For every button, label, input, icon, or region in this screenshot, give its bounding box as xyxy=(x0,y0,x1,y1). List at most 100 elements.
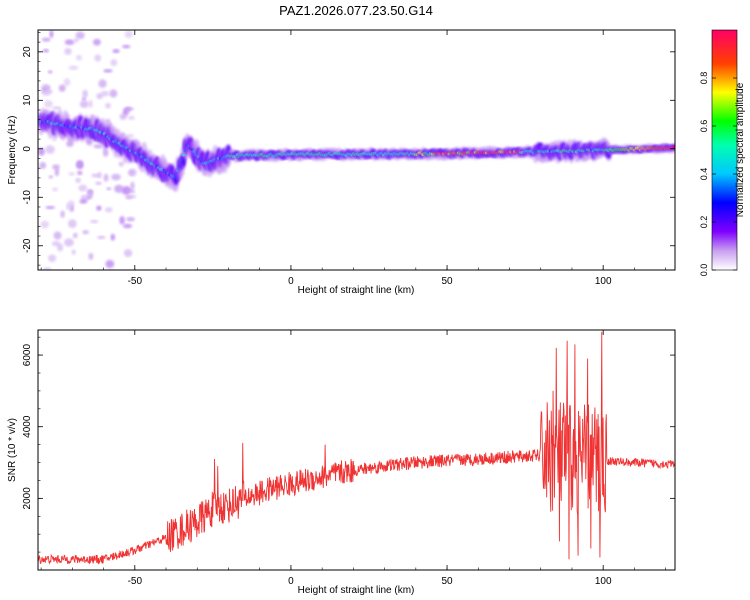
spectrogram-noise-cell xyxy=(103,69,113,73)
spectrogram-noise-cell xyxy=(53,231,62,240)
snr-ticks: -50 0 50 100 2000 4000 6000 xyxy=(22,330,675,587)
spectrogram-noise-cell xyxy=(64,39,75,46)
spectrogram-noise-cell xyxy=(90,219,99,224)
spectrogram-ticks: -50 0 50 100 -20 -10 0 10 20 xyxy=(22,30,675,287)
spectrogram-noise-cell xyxy=(97,171,102,179)
spectrogram-noise-cell xyxy=(94,54,102,62)
spectrogram-panel: -50 0 50 100 -20 -10 0 10 20 Height of straight … xyxy=(7,29,676,296)
spectrogram-noise-cell xyxy=(75,54,83,61)
spectrogram-noise-cell xyxy=(45,145,55,154)
spectrogram-noise-cell xyxy=(39,161,47,170)
spectrogram-noise-cell xyxy=(127,115,135,121)
y-tick-label: 0 xyxy=(22,146,33,152)
spectrogram-noise-cell xyxy=(118,161,124,167)
spectrogram-noise-cell xyxy=(127,169,134,176)
spectrogram-noise-cell xyxy=(38,147,45,156)
y-tick-label: 6000 xyxy=(22,344,33,367)
spectrogram-noise-cell xyxy=(58,84,66,92)
spectrogram-noise-cell xyxy=(106,187,112,191)
snr-frame xyxy=(37,329,676,571)
y-tick-label: -10 xyxy=(22,190,33,205)
spectrogram-noise-cell xyxy=(97,235,106,240)
spectrogram-noise-cell xyxy=(78,184,88,192)
spectrogram-noise-cell xyxy=(76,170,83,176)
snr-series-line xyxy=(38,331,675,565)
spectrogram-noise-cell xyxy=(71,249,76,255)
snr-panel: -50 0 50 100 2000 4000 6000 Height of straight… xyxy=(7,329,676,596)
spectrogram-noise-cell xyxy=(98,79,107,88)
spectrogram-noise-cell xyxy=(128,194,137,199)
spectrogram-noise-cell xyxy=(114,184,124,194)
spectrogram-ylabel: Frequency (Hz) xyxy=(7,116,18,185)
spectrogram-noise-cell xyxy=(43,267,52,270)
spectrogram-noise-cell xyxy=(48,70,53,74)
spectrogram-noise-cell xyxy=(79,100,89,108)
spectrogram-noise-cell xyxy=(63,238,74,247)
spectrogram-noise-cell xyxy=(82,89,88,99)
spectrogram-noise-cell xyxy=(87,189,94,198)
spectrogram-noise-cell xyxy=(41,37,51,42)
spectrogram-core-cell xyxy=(672,145,675,149)
spectrogram-noise-cell xyxy=(124,30,133,39)
spectrogram-noise-cell xyxy=(48,175,54,179)
spectrogram-noise-cell xyxy=(103,173,109,182)
spectrogram-noise-cell xyxy=(130,189,136,194)
x-tick-label: 50 xyxy=(441,276,453,287)
spectrogram-noise-cell xyxy=(76,160,84,169)
spectrogram-noise-cell xyxy=(54,167,60,177)
spectrogram-noise-cell xyxy=(82,230,89,235)
spectrogram-noise-cell xyxy=(110,59,118,67)
x-tick-label: 50 xyxy=(441,576,453,587)
spectrogram-noise-cell xyxy=(124,107,134,111)
spectrogram-noise-cell xyxy=(105,102,111,109)
spectrogram-noise-cell xyxy=(126,216,136,222)
spectrogram-noise-cell xyxy=(96,92,103,100)
x-tick-label: 100 xyxy=(595,576,612,587)
spectrogram-noise-cell xyxy=(63,78,71,87)
spectrogram-noise-cell xyxy=(66,202,71,211)
x-tick-label: 100 xyxy=(595,276,612,287)
spectrogram-noise-cell xyxy=(119,216,125,225)
spectrogram-noise-cell xyxy=(68,172,75,176)
colorbar-label: Normalized spectral amplitude xyxy=(735,82,746,217)
colorbar-tick-label: 0.6 xyxy=(699,120,709,133)
spectrogram-noise-cell xyxy=(64,47,72,55)
x-tick-label: -50 xyxy=(128,276,143,287)
spectrogram-noise-cell xyxy=(122,44,131,49)
spectrogram-noise-cell xyxy=(52,164,60,170)
spectrogram-noise-cell xyxy=(119,113,127,120)
spectrogram-noise-cell xyxy=(130,181,135,190)
spectrogram-noise-cell xyxy=(123,249,133,258)
spectrogram-noise-cell xyxy=(56,243,64,252)
y-tick-label: 10 xyxy=(22,94,33,106)
spectrogram-noise-cell xyxy=(73,37,79,43)
y-tick-label: 2000 xyxy=(22,487,33,510)
y-tick-label: -20 xyxy=(22,238,33,253)
spectrogram-noise-cell xyxy=(48,254,57,263)
snr-xlabel: Height of straight line (km) xyxy=(298,585,415,596)
spectrogram-noise-cell xyxy=(42,48,50,53)
spectrogram-noise-cell xyxy=(110,233,116,241)
spectrogram-noise-cell xyxy=(122,223,133,229)
colorbar-tick-label: 0.8 xyxy=(699,72,709,85)
spectrogram-noise-cell xyxy=(88,99,93,109)
y-tick-label: 4000 xyxy=(22,415,33,438)
spectrogram-noise-cell xyxy=(72,232,78,239)
spectrogram-noise-cell xyxy=(79,199,88,204)
spectrogram-noise-cell xyxy=(102,148,109,157)
spectrogram-noise-cell xyxy=(66,140,74,147)
spectrogram-noise-cell xyxy=(96,205,102,211)
colorbar-tick-label: 0.0 xyxy=(699,264,709,277)
spectrogram-noise-cell xyxy=(109,89,118,98)
colorbar-tick-label: 0.4 xyxy=(699,168,709,181)
x-tick-label: 0 xyxy=(288,576,294,587)
spectrogram-noise-cell xyxy=(40,220,50,229)
spectrogram-noise-cell xyxy=(112,49,120,54)
spectrogram-noise-cell xyxy=(93,38,101,46)
colorbar: 0.0 0.2 0.4 0.6 0.8 Normalized spectral ampl… xyxy=(699,29,746,277)
spectrogram-noise-cell xyxy=(95,181,102,186)
snr-ylabel: SNR (10 * v/v) xyxy=(7,418,18,482)
spectrogram-noise-cell xyxy=(52,187,58,192)
colorbar-bar xyxy=(711,29,738,271)
spectrogram-noise-cell xyxy=(67,219,77,229)
